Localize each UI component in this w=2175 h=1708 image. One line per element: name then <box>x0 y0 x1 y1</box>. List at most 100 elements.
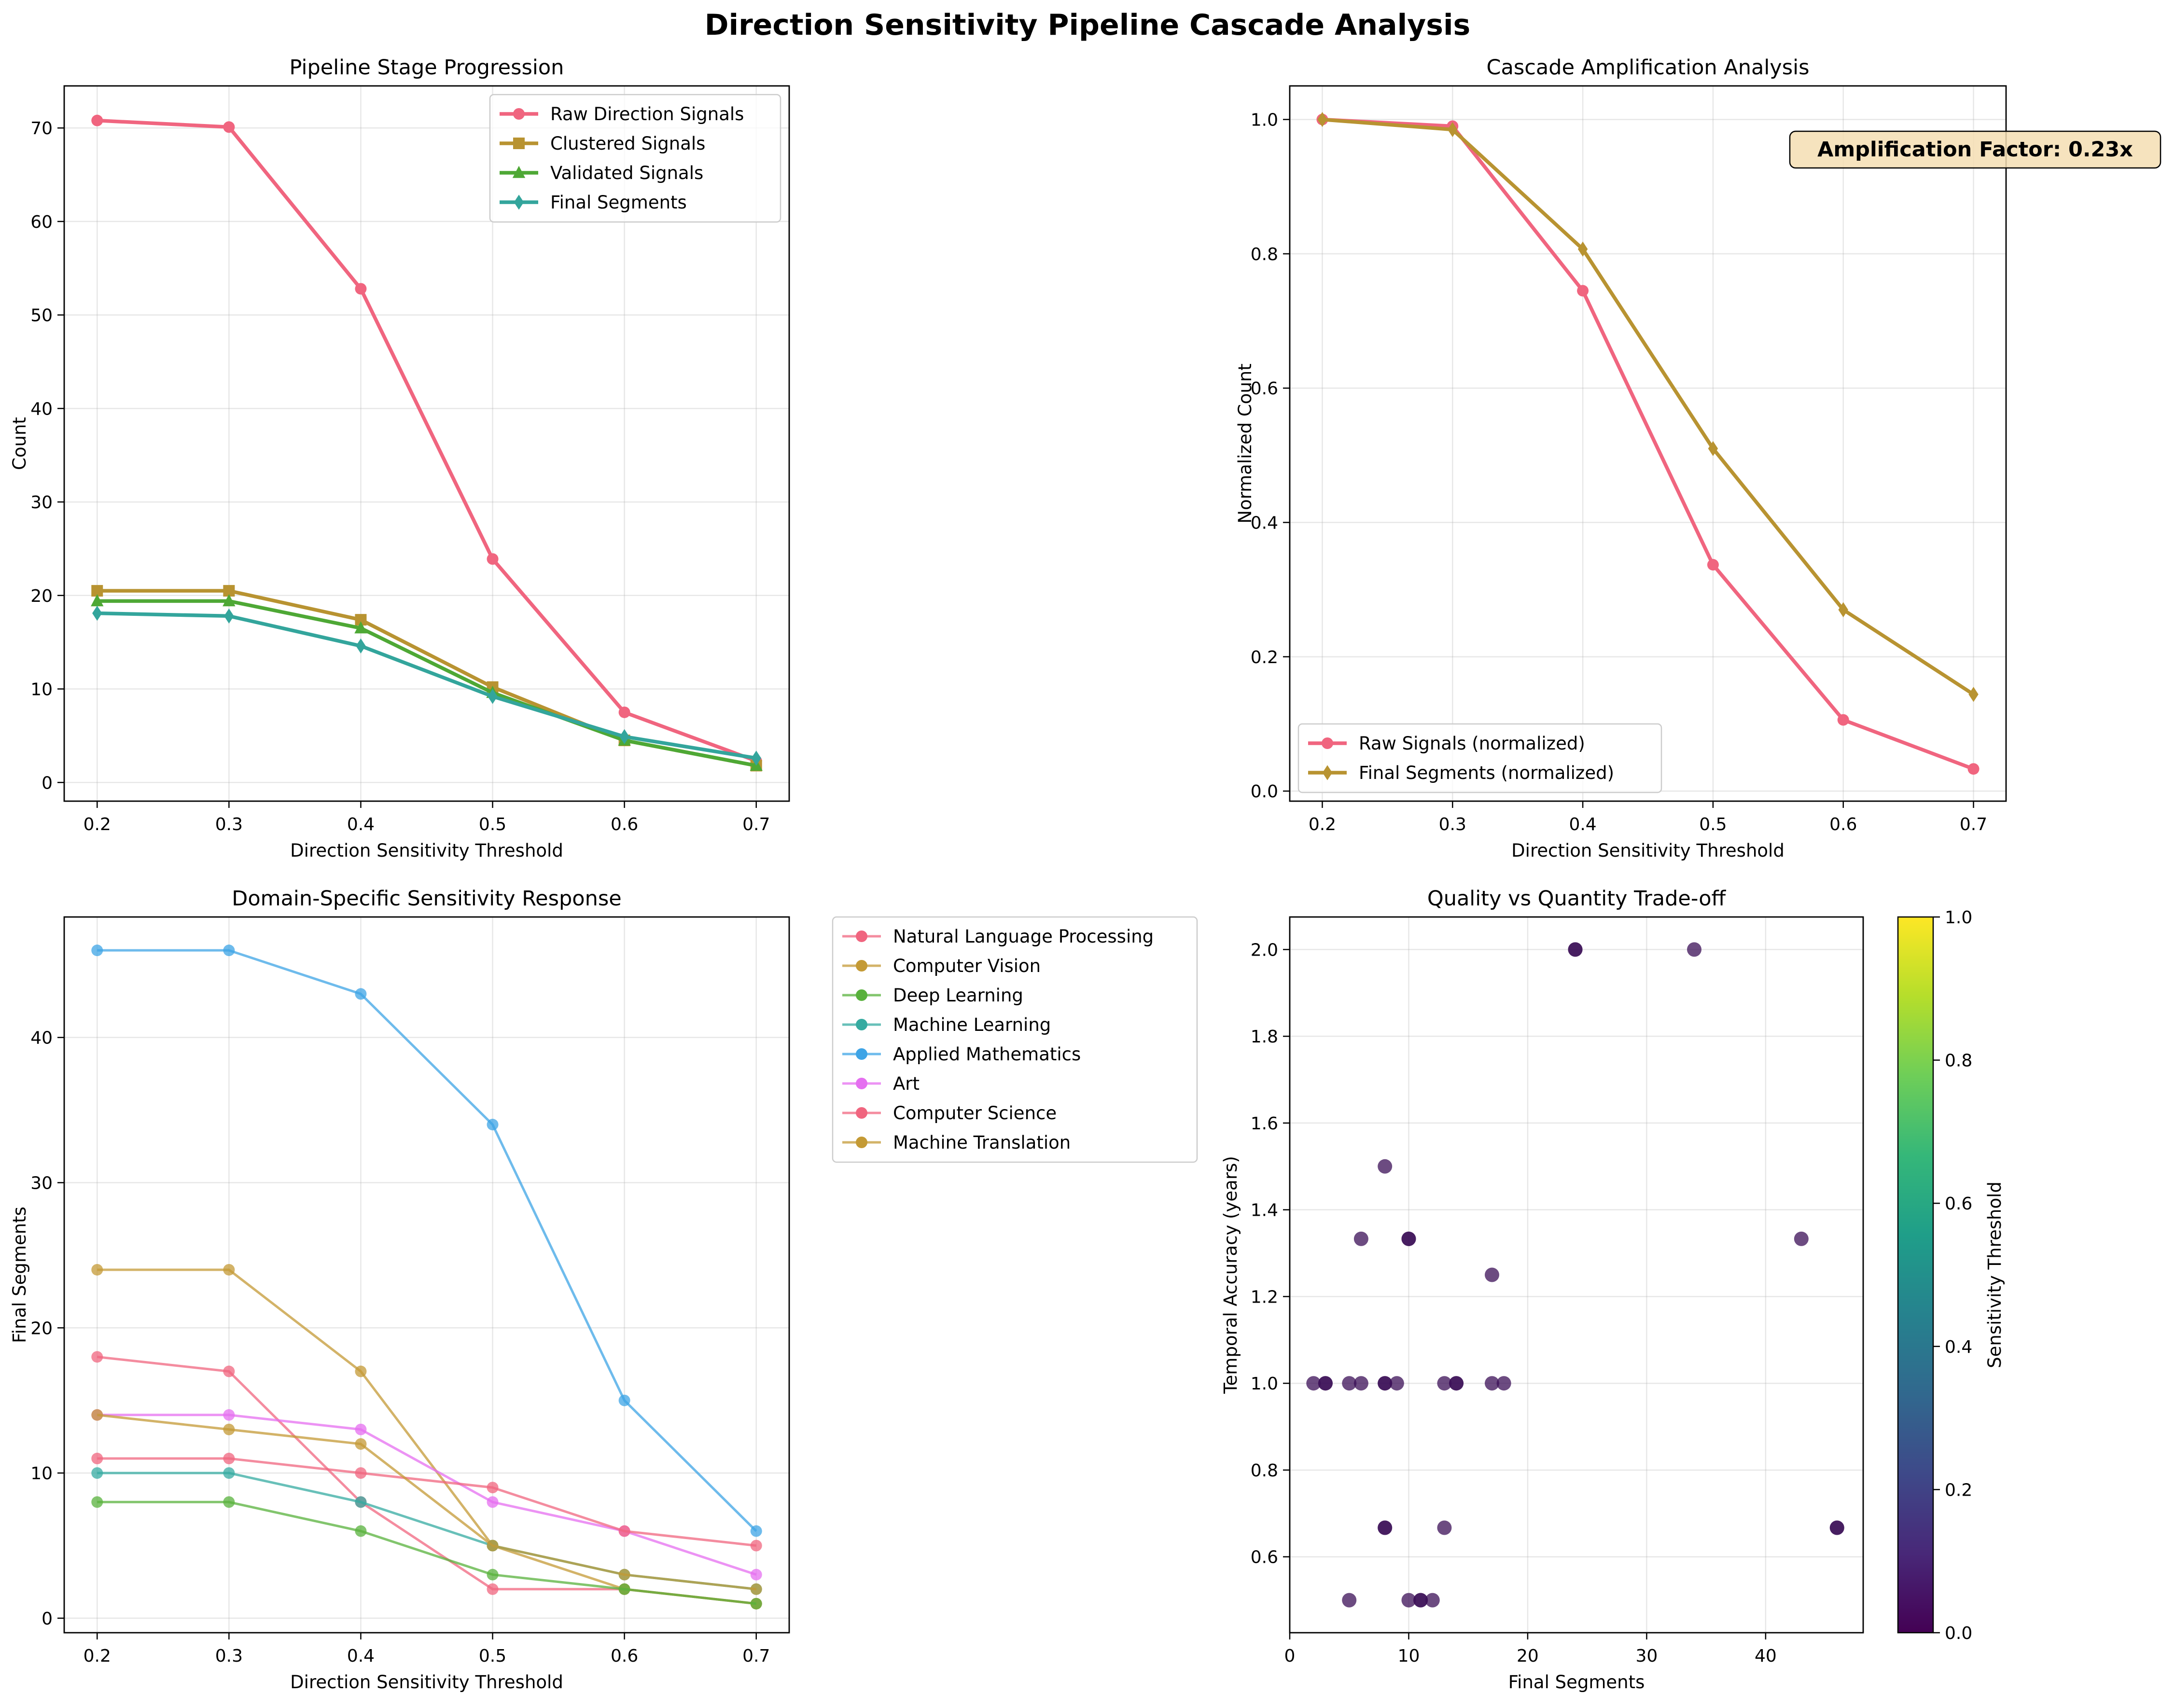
scatter-point <box>1437 1520 1452 1535</box>
data-point <box>223 944 235 957</box>
x-axis-label: Direction Sensitivity Threshold <box>290 840 563 861</box>
x-tick-label: 0.7 <box>1960 815 1987 834</box>
legend-swatch-marker <box>856 930 867 942</box>
scatter-point <box>1829 1520 1844 1535</box>
legend-swatch-marker <box>513 108 525 120</box>
data-point <box>750 1597 762 1610</box>
scatter-point <box>1378 1376 1393 1391</box>
data-point <box>355 1365 367 1377</box>
data-point <box>487 553 499 565</box>
y-tick-label: 50 <box>30 306 53 326</box>
data-point <box>223 1467 235 1479</box>
data-point <box>91 1409 103 1421</box>
x-tick-label: 10 <box>1398 1646 1420 1666</box>
y-tick-label: 20 <box>30 586 53 606</box>
data-point <box>355 1423 367 1435</box>
data-point <box>91 1467 103 1479</box>
legend-label: Computer Vision <box>893 956 1041 976</box>
legend-swatch-marker <box>1322 765 1333 780</box>
panel-2: 0.2 0.3 0.4 0.5 0.6 0.7 0.0 0.2 0.4 0.6 0.8 1.0 Casc… <box>1235 56 2161 861</box>
x-tick-label: 0.5 <box>1699 815 1727 834</box>
data-point <box>355 1467 367 1479</box>
panel-4: 0 10 20 30 40 0.6 0.8 1.0 1.2 1.4 1.6 1.8 2.0 Quality… <box>1220 887 2005 1693</box>
data-point <box>750 1540 762 1552</box>
data-point <box>223 1496 235 1508</box>
series-line-2 <box>1322 117 1975 696</box>
panel-1: 0.2 0.3 0.4 0.5 0.6 0.7 0 10 20 30 40 50 60 70 Pipelin… <box>9 56 790 861</box>
legend-label: Raw Signals (normalized) <box>1359 733 1585 754</box>
data-point <box>91 594 104 607</box>
series-line-7 <box>97 1457 757 1547</box>
data-point <box>355 1496 367 1508</box>
data-point <box>91 944 103 957</box>
colorbar-tick-label: 0.0 <box>1945 1624 1972 1643</box>
legend-label: Raw Direction Signals <box>550 104 744 125</box>
data-point <box>619 729 629 744</box>
legend-label: Machine Learning <box>893 1014 1051 1035</box>
data-point <box>1838 602 1848 618</box>
x-tick-label: 0.6 <box>611 1646 638 1666</box>
data-point <box>223 1423 235 1435</box>
data-point <box>618 1583 630 1595</box>
scatter-point <box>1413 1593 1428 1608</box>
x-tick-label: 0.7 <box>742 1646 770 1666</box>
colorbar-tick-label: 0.6 <box>1945 1194 1972 1214</box>
data-point <box>1577 241 1588 257</box>
axes-frame <box>1289 85 2007 802</box>
colorbar-tick-label: 0.4 <box>1945 1337 1972 1357</box>
y-tick-label: 0.4 <box>1251 514 1278 533</box>
legend-box <box>1297 723 1662 793</box>
x-tick-label: 0.3 <box>1439 815 1466 834</box>
data-point <box>1837 714 1849 726</box>
data-point <box>355 1438 367 1450</box>
data-point <box>355 988 367 1000</box>
data-layer <box>1306 942 1844 1608</box>
x-tick-label: 0.2 <box>84 1646 111 1666</box>
y-axis-label: Temporal Accuracy (years) <box>1220 1156 1241 1394</box>
y-tick-label: 60 <box>30 212 53 232</box>
data-point <box>487 1583 499 1595</box>
x-axis-label: Direction Sensitivity Threshold <box>290 1672 563 1693</box>
y-axis-label: Normalized Count <box>1235 363 1255 523</box>
scatter-point <box>1401 1231 1416 1246</box>
x-tick-label: 0.5 <box>479 815 506 834</box>
scatter-point <box>1378 1159 1393 1174</box>
data-point <box>91 1351 103 1363</box>
plot-area <box>1290 86 2006 801</box>
data-layer <box>1316 111 1980 775</box>
scatter-point <box>1318 1376 1333 1391</box>
data-point <box>224 608 234 624</box>
scatter-point <box>1485 1267 1500 1282</box>
legend-swatch-marker <box>856 1137 867 1148</box>
axes-title: Cascade Amplification Analysis <box>1487 56 1810 80</box>
data-point <box>1967 763 1980 775</box>
x-tick-label: 0.3 <box>215 1646 243 1666</box>
axes-frame <box>63 916 790 1634</box>
colorbar-label: Sensitivity Threshold <box>1984 1181 2005 1368</box>
data-point <box>1317 111 1327 127</box>
legend-swatch-marker <box>513 138 525 149</box>
data-point <box>750 1525 762 1537</box>
x-tick-label: 0.4 <box>347 1646 375 1666</box>
y-tick-label: 10 <box>30 680 53 700</box>
scatter-point <box>1449 1376 1464 1391</box>
series-line-6 <box>97 1414 757 1576</box>
data-point <box>91 1453 103 1465</box>
x-tick-label: 0.4 <box>1569 815 1596 834</box>
scatter-point <box>1485 1376 1500 1391</box>
scatter-point <box>1794 1231 1809 1246</box>
scatter-point <box>1425 1593 1440 1608</box>
data-point <box>487 1482 499 1494</box>
data-point <box>750 1569 762 1581</box>
scatter-point <box>1342 1376 1357 1391</box>
plot-area <box>1290 917 1863 1633</box>
series-line-5 <box>97 949 757 1532</box>
colorbar: 0.0 0.2 0.4 0.6 0.8 1.0 Sensitivity Threshold <box>1897 908 2005 1643</box>
y-axis-label: Count <box>9 417 30 470</box>
y-tick-label: 0.8 <box>1251 245 1278 264</box>
y-tick-label: 0.6 <box>1251 1548 1278 1568</box>
x-tick-label: 0.6 <box>1829 815 1857 834</box>
series-line-4 <box>97 611 757 760</box>
scatter-point <box>1342 1593 1357 1608</box>
y-tick-label: 0 <box>42 1609 53 1629</box>
